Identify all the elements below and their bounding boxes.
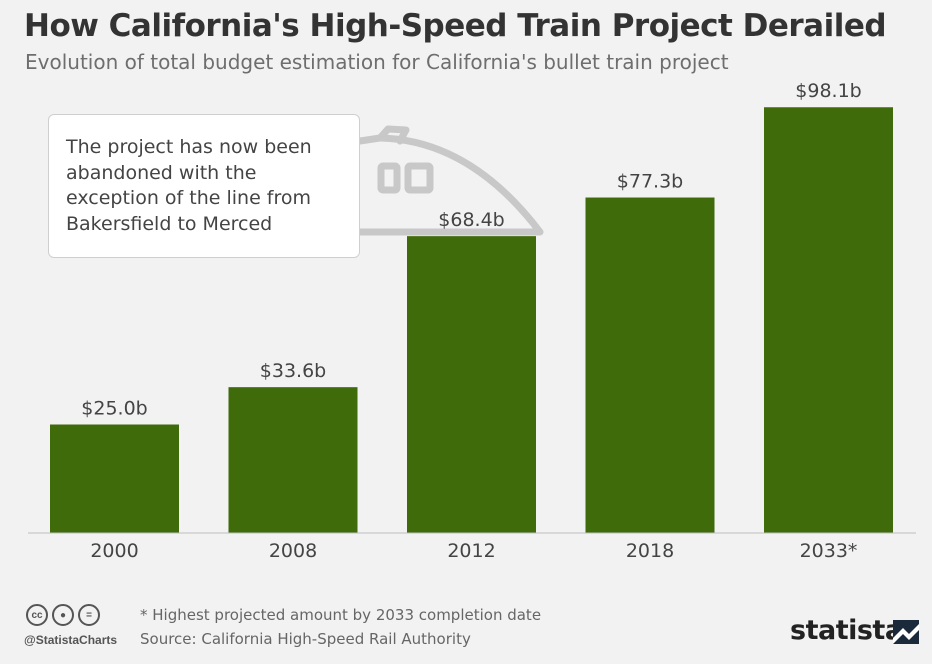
x-tick-label: 2033* bbox=[800, 540, 858, 562]
x-tick-label: 2008 bbox=[269, 540, 317, 562]
annotation-callout: The project has now been abandoned with … bbox=[48, 114, 360, 258]
value-label: $68.4b bbox=[438, 209, 504, 231]
value-label: $25.0b bbox=[81, 398, 147, 420]
train-icon bbox=[296, 125, 544, 236]
statista-logo-mark-icon bbox=[893, 620, 919, 644]
statista-handle: @StatistaCharts bbox=[24, 633, 118, 647]
bar-2012 bbox=[407, 236, 536, 534]
value-label: $98.1b bbox=[795, 80, 861, 102]
source-text: Source: California High-Speed Rail Autho… bbox=[140, 630, 471, 648]
bar-2000 bbox=[50, 424, 179, 533]
statista-logo[interactable]: statista bbox=[790, 615, 903, 646]
chart-title: How California's High-Speed Train Projec… bbox=[24, 8, 887, 44]
footnote: * Highest projected amount by 2033 compl… bbox=[140, 606, 542, 624]
nd-icon: = bbox=[78, 604, 100, 626]
bar-2018 bbox=[585, 197, 715, 533]
value-label: $77.3b bbox=[617, 171, 683, 193]
value-label: $33.6b bbox=[260, 360, 326, 382]
bar-2008 bbox=[228, 387, 358, 533]
license-icons: cc ● = bbox=[26, 604, 100, 626]
chart-subtitle: Evolution of total budget estimation for… bbox=[25, 50, 729, 74]
cc-icon: cc bbox=[26, 604, 48, 626]
x-tick-label: 2012 bbox=[447, 540, 495, 562]
by-icon: ● bbox=[52, 604, 74, 626]
x-tick-label: 2000 bbox=[90, 540, 138, 562]
x-tick-label: 2018 bbox=[626, 540, 674, 562]
bar-2033 bbox=[764, 107, 893, 533]
